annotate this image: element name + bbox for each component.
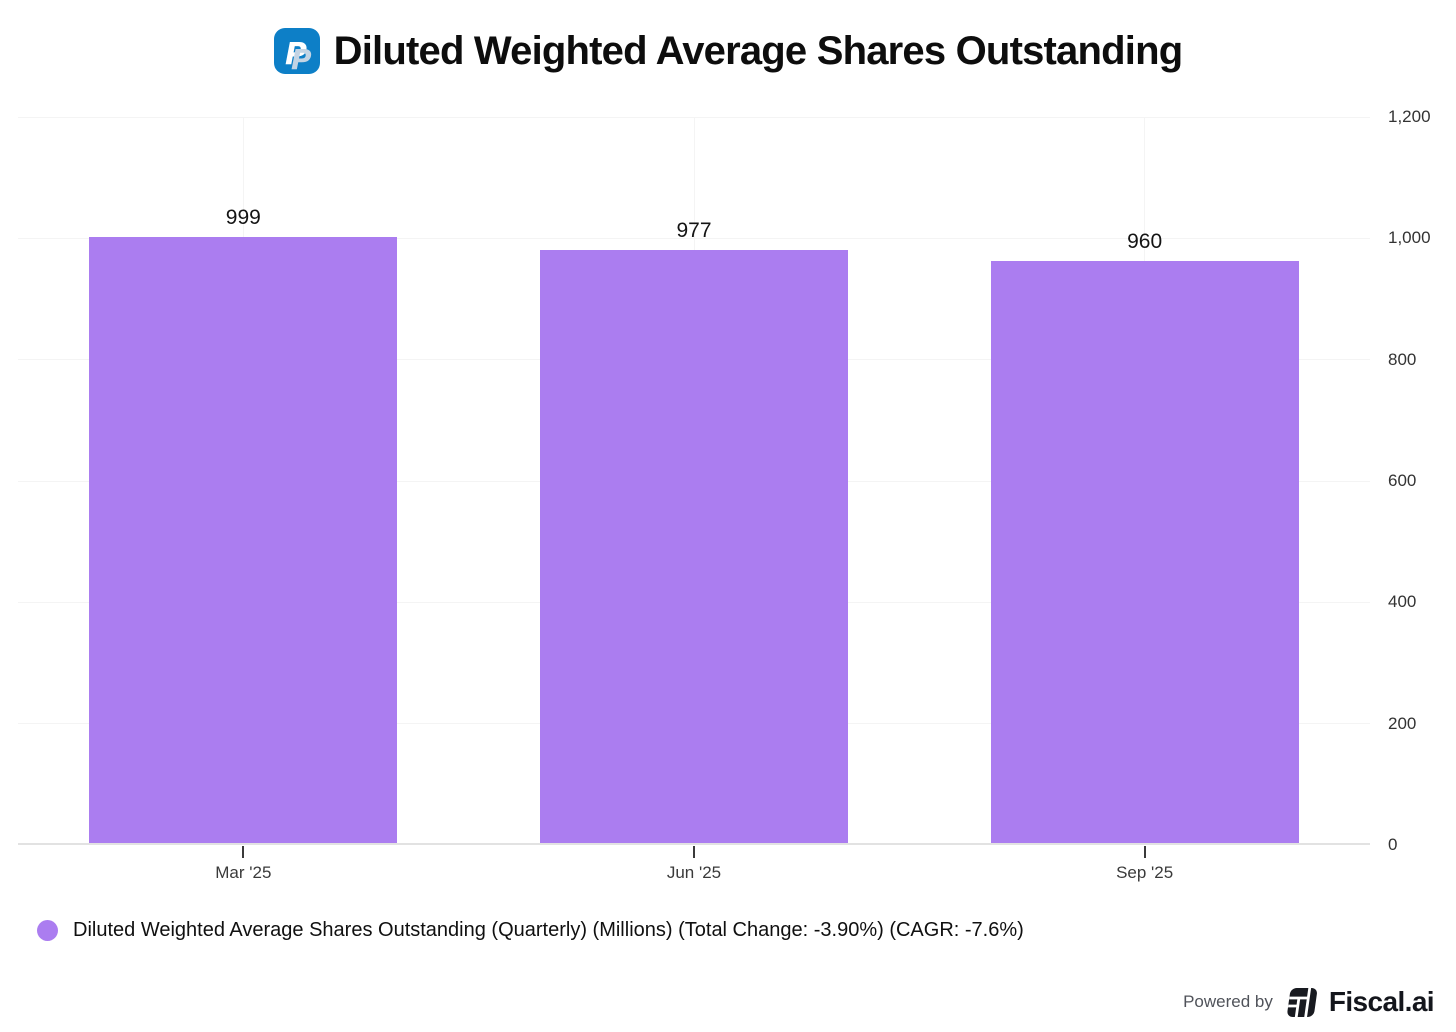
x-axis-label: Jun '25 xyxy=(666,863,722,882)
plot-area: 999 Mar '25 977 Jun '25 960 Sep '25 xyxy=(18,116,1370,882)
paypal-logo-icon: P P xyxy=(273,28,320,74)
chart-header: P P Diluted Weighted Average Shares Outs… xyxy=(0,28,1456,74)
y-axis-label: 200 xyxy=(1388,713,1417,733)
footer: Powered by Fiscal.ai xyxy=(1183,982,1435,1022)
x-axis-tick xyxy=(693,846,695,858)
legend: Diluted Weighted Average Shares Outstand… xyxy=(37,919,1024,942)
bar-value-label: 977 xyxy=(676,219,712,243)
fiscalai-logo-icon xyxy=(1286,988,1317,1017)
bar-mar-25 xyxy=(89,236,398,843)
legend-label: Diluted Weighted Average Shares Outstand… xyxy=(73,919,1024,941)
x-axis-tick xyxy=(242,846,245,858)
y-axis-label: 800 xyxy=(1388,349,1417,369)
y-axis: 0 200 400 600 800 1,000 1,200 xyxy=(1388,107,1456,854)
bar-jun-25 xyxy=(540,250,848,843)
bar-value-label: 999 xyxy=(225,205,261,229)
svg-text:P: P xyxy=(291,43,312,74)
brand-name: Fiscal.ai xyxy=(1328,986,1435,1017)
x-axis-label: Mar '25 xyxy=(215,863,272,882)
svg-text:P: P xyxy=(285,37,307,72)
y-axis-label: 0 xyxy=(1388,835,1398,854)
x-axis-label: Sep '25 xyxy=(1116,863,1174,882)
legend-marker-icon xyxy=(37,920,58,941)
y-axis-label: 1,200 xyxy=(1388,107,1431,126)
y-axis-label: 400 xyxy=(1388,592,1417,612)
bar-sep-25 xyxy=(990,260,1299,843)
bar-value-label: 960 xyxy=(1127,229,1163,253)
y-axis-label: 600 xyxy=(1388,471,1417,490)
page-title: Diluted Weighted Average Shares Outstand… xyxy=(333,28,1184,73)
powered-by-text: Powered by xyxy=(1183,992,1273,1011)
y-axis-label: 1,000 xyxy=(1388,228,1431,248)
x-axis-tick xyxy=(1143,846,1146,858)
